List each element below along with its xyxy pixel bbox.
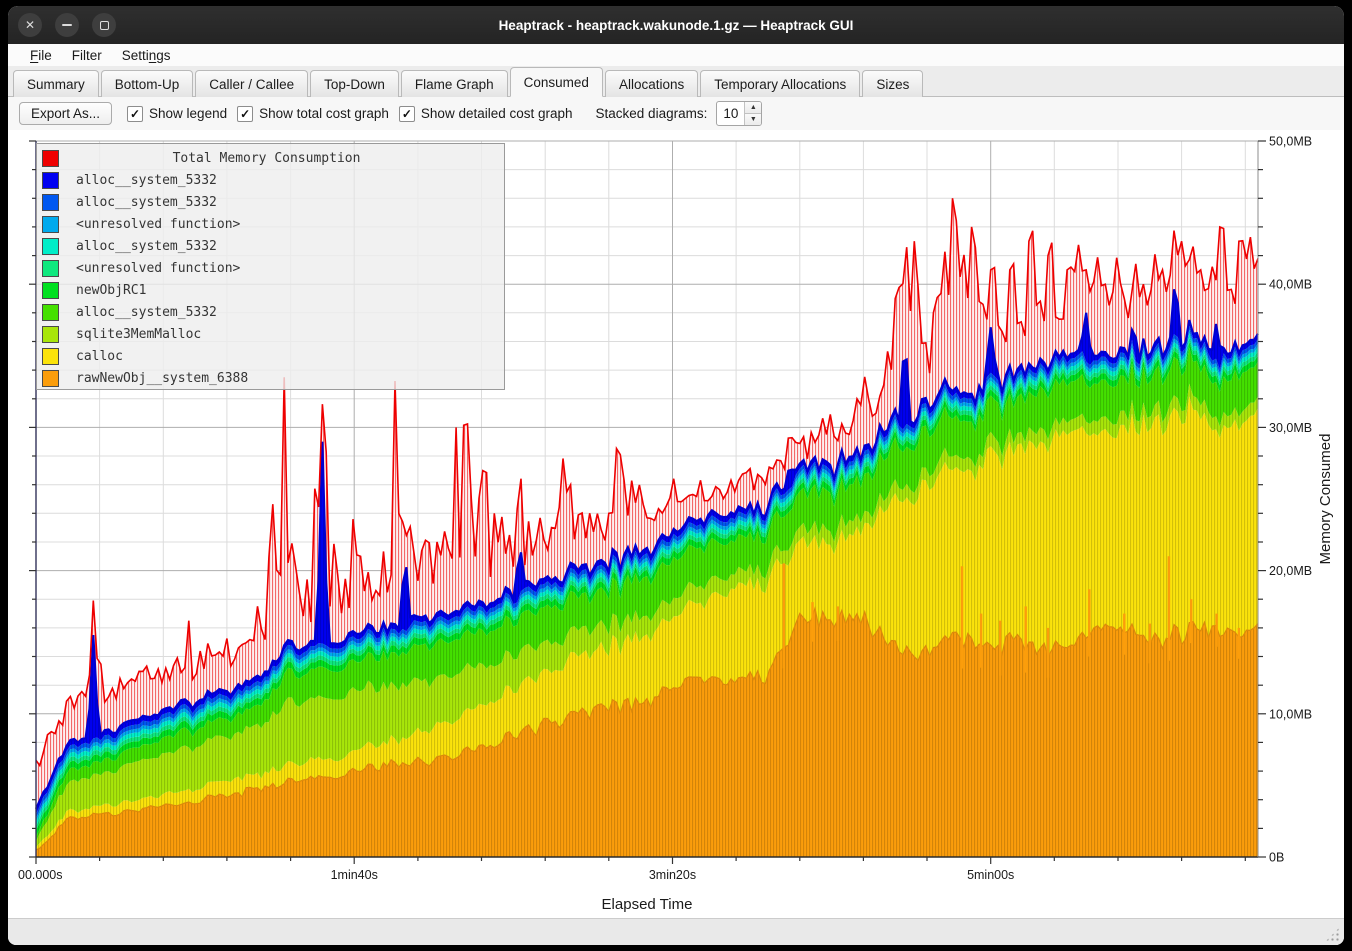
legend-item: <unresolved function> <box>37 213 504 235</box>
tab-caller-callee[interactable]: Caller / Callee <box>195 70 309 97</box>
checkbox-label: Show legend <box>149 106 228 121</box>
legend-swatch-icon <box>42 369 59 387</box>
title-bar[interactable]: ✕ Heaptrack - heaptrack.wakunode.1.gz — … <box>8 6 1344 44</box>
tab-temporary-allocations[interactable]: Temporary Allocations <box>700 70 861 97</box>
checkbox-group: ✓ Show legend ✓ Show total cost graph ✓ Show … <box>121 105 573 122</box>
window-title: Heaptrack - heaptrack.wakunode.1.gz — He… <box>498 17 854 33</box>
menu-file[interactable]: File <box>30 47 52 63</box>
legend-label: alloc__system_5332 <box>76 238 217 254</box>
tab-summary[interactable]: Summary <box>13 70 99 97</box>
close-icon: ✕ <box>24 18 36 32</box>
legend-label: rawNewObj__system_6388 <box>76 370 249 386</box>
y-tick-label: 50,0MB <box>1269 135 1312 149</box>
export-as-button[interactable]: Export As... <box>19 102 113 125</box>
legend-swatch-icon <box>42 237 59 255</box>
x-axis-title: Elapsed Time <box>602 896 693 913</box>
total-cost-graph <box>34 198 1259 810</box>
window-controls: ✕ <box>18 13 116 37</box>
legend-swatch-icon <box>42 171 59 189</box>
x-tick-label: 3min20s <box>649 868 696 882</box>
checkbox-label: Show total cost graph <box>259 106 389 121</box>
menu-filter[interactable]: Filter <box>71 47 102 63</box>
y-tick-label: 30,0MB <box>1269 421 1312 435</box>
legend-swatch-icon <box>42 259 59 277</box>
legend-label: alloc__system_5332 <box>76 172 217 188</box>
legend-swatch-icon <box>42 325 59 343</box>
spinbox-buttons: ▲ ▼ <box>744 102 762 125</box>
legend-swatch-icon <box>42 303 59 321</box>
resize-grip-icon[interactable] <box>1325 927 1340 942</box>
checkbox-check-icon: ✓ <box>127 105 144 122</box>
legend-swatch-icon <box>42 347 59 365</box>
tab-bottom-up[interactable]: Bottom-Up <box>100 70 194 97</box>
menu-settings[interactable]: Settings <box>121 47 171 63</box>
legend-label: Total Memory Consumption <box>172 150 361 166</box>
legend-item: rawNewObj__system_6388 <box>37 367 504 389</box>
stacked-diagrams-spinbox[interactable]: 10 ▲ ▼ <box>716 101 763 126</box>
y-tick-label: 10,0MB <box>1269 707 1312 721</box>
x-tick-label: 1min40s <box>331 868 378 882</box>
tab-sizes[interactable]: Sizes <box>862 70 924 97</box>
y-tick-label: 0B <box>1269 851 1284 865</box>
spin-up-button[interactable]: ▲ <box>745 102 762 113</box>
checkbox-show-total-cost-graph[interactable]: ✓ Show total cost graph <box>237 105 389 122</box>
legend-item: alloc__system_5332 <box>37 301 504 323</box>
stacked-areas <box>35 289 1259 857</box>
axes: 0B 10,0MB 20,0MB 30,0MB 40,0MB 50,0MB 00.000s 1… <box>18 135 1334 914</box>
legend-label: calloc <box>76 348 123 364</box>
heaptrack-window: ✕ Heaptrack - heaptrack.wakunode.1.gz — … <box>8 6 1344 945</box>
legend-item: alloc__system_5332 <box>37 191 504 213</box>
legend-item: calloc <box>37 345 504 367</box>
maximize-icon <box>99 20 109 30</box>
orange-detail-spikes <box>782 556 1241 678</box>
chart-area: 0B 10,0MB 20,0MB 30,0MB 40,0MB 50,0MB 00.000s 1… <box>8 130 1344 918</box>
legend-item: alloc__system_5332 <box>37 169 504 191</box>
checkbox-label: Show detailed cost graph <box>420 106 573 121</box>
tab-flame-graph[interactable]: Flame Graph <box>400 70 508 97</box>
checkbox-check-icon: ✓ <box>398 105 415 122</box>
legend-swatch-icon <box>42 149 59 167</box>
minimize-icon <box>62 24 72 26</box>
legend-item: sqlite3MemMalloc <box>37 323 504 345</box>
legend-item: <unresolved function> <box>37 257 504 279</box>
chart-legend: Total Memory Consumption alloc__system_53… <box>36 143 505 390</box>
checkbox-check-icon: ✓ <box>237 105 254 122</box>
legend-item: alloc__system_5332 <box>37 235 504 257</box>
spin-down-button[interactable]: ▼ <box>745 113 762 125</box>
legend-swatch-icon <box>42 281 59 299</box>
maximize-button[interactable] <box>92 13 116 37</box>
legend-label: <unresolved function> <box>76 216 241 232</box>
tab-consumed[interactable]: Consumed <box>509 67 603 97</box>
legend-label: newObjRC1 <box>76 282 147 298</box>
toolbar: Export As... ✓ Show legend ✓ Show total cos… <box>8 97 1344 130</box>
close-button[interactable]: ✕ <box>18 13 42 37</box>
checkbox-show-detailed-cost-graph[interactable]: ✓ Show detailed cost graph <box>398 105 573 122</box>
tab-top-down[interactable]: Top-Down <box>310 70 399 97</box>
spinbox-value[interactable]: 10 <box>723 106 739 121</box>
legend-swatch-icon <box>42 193 59 211</box>
y-tick-label: 40,0MB <box>1269 278 1312 292</box>
legend-label: <unresolved function> <box>76 260 241 276</box>
status-bar <box>8 918 1344 945</box>
legend-label: alloc__system_5332 <box>76 304 217 320</box>
minimize-button[interactable] <box>55 13 79 37</box>
tab-bar: Summary Bottom-Up Caller / Callee Top-Down F… <box>8 66 1344 97</box>
checkbox-show-legend[interactable]: ✓ Show legend <box>127 105 228 122</box>
menu-bar: File Filter Settings <box>8 44 1344 66</box>
legend-title-row: Total Memory Consumption <box>37 147 504 169</box>
x-tick-label: 5min00s <box>967 868 1014 882</box>
legend-label: sqlite3MemMalloc <box>76 326 202 342</box>
stacked-diagrams-label: Stacked diagrams: <box>595 106 708 121</box>
memory-consumption-chart[interactable]: 0B 10,0MB 20,0MB 30,0MB 40,0MB 50,0MB 00.000s 1… <box>8 130 1344 918</box>
y-axis-title: Memory Consumed <box>1317 434 1334 565</box>
legend-item: newObjRC1 <box>37 279 504 301</box>
legend-label: alloc__system_5332 <box>76 194 217 210</box>
legend-swatch-icon <box>42 215 59 233</box>
tab-allocations[interactable]: Allocations <box>604 70 699 97</box>
x-tick-label: 00.000s <box>18 868 62 882</box>
y-tick-label: 20,0MB <box>1269 564 1312 578</box>
